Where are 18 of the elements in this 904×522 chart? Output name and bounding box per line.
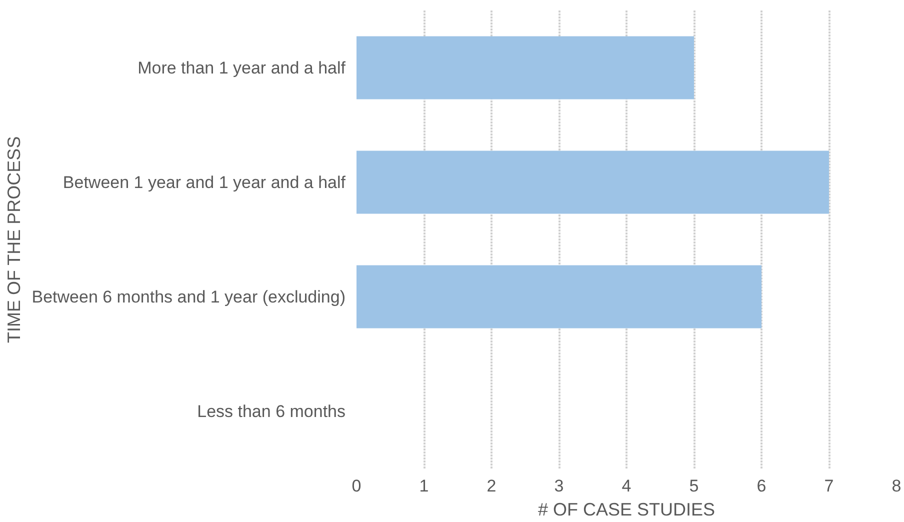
x-axis-title: # OF CASE STUDIES bbox=[538, 500, 716, 520]
bar bbox=[356, 36, 694, 100]
y-axis-title: TIME OF THE PROCESS bbox=[4, 136, 24, 344]
y-tick-label: Between 1 year and 1 year and a half bbox=[62, 172, 346, 192]
x-tick-label: 0 bbox=[352, 476, 362, 496]
bar bbox=[356, 265, 762, 328]
y-tick-label: Less than 6 months bbox=[197, 402, 346, 421]
x-tick-label: 8 bbox=[892, 476, 902, 496]
x-tick-label: 1 bbox=[419, 476, 429, 496]
x-tick-label: 4 bbox=[622, 476, 632, 496]
bar bbox=[356, 150, 829, 214]
y-tick-label: Between 6 months and 1 year (excluding) bbox=[32, 287, 346, 306]
x-tick-label: 2 bbox=[486, 476, 496, 496]
y-tick-label: More than 1 year and a half bbox=[138, 58, 346, 78]
x-tick-label: 3 bbox=[554, 476, 564, 496]
x-tick-label: 5 bbox=[689, 476, 699, 496]
x-tick-label: 6 bbox=[756, 476, 766, 496]
x-tick-label: 7 bbox=[824, 476, 834, 496]
